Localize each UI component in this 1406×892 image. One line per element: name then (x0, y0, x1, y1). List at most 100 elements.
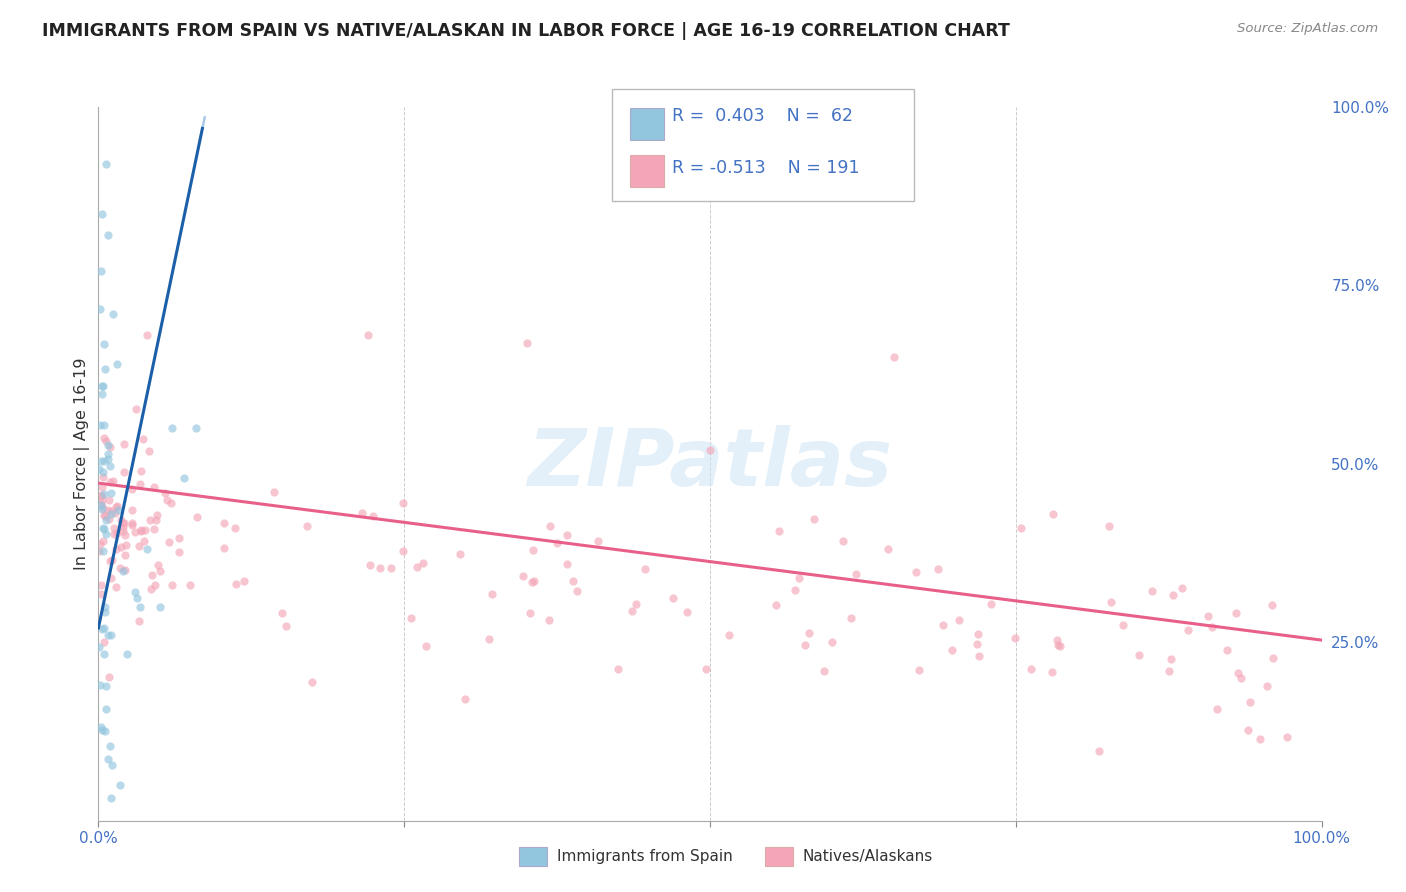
Point (98, 669, 121, 683)
Point (143, 522, 166, 536)
Point (1230, 671, 1253, 685)
Point (522, 543, 544, 558)
Point (821, 634, 844, 648)
Point (454, 691, 477, 706)
Text: Immigrants from Spain: Immigrants from Spain (557, 849, 733, 863)
Y-axis label: In Labor Force | Age 16-19: In Labor Force | Age 16-19 (75, 358, 90, 570)
Point (100, 628, 122, 642)
Point (141, 568, 163, 582)
Point (1010, 521, 1032, 535)
Point (90, 479, 112, 493)
Point (1197, 609, 1219, 624)
Point (1087, 744, 1109, 758)
Point (112, 519, 135, 533)
Point (90, 487, 112, 501)
Point (97, 628, 120, 642)
Point (1171, 581, 1194, 595)
Point (224, 521, 246, 535)
Point (138, 443, 160, 458)
Point (89, 640, 111, 654)
Point (89, 417, 111, 432)
Point (111, 516, 134, 531)
Point (89, 678, 111, 692)
Point (167, 544, 190, 558)
Point (877, 541, 900, 556)
Point (522, 574, 544, 589)
Point (105, 542, 128, 557)
Point (352, 506, 374, 520)
Point (128, 614, 150, 628)
Point (139, 513, 162, 527)
Point (695, 663, 717, 677)
Point (129, 524, 152, 539)
Point (356, 328, 378, 343)
Point (1163, 588, 1185, 602)
Point (93, 635, 115, 649)
Point (100, 791, 122, 805)
Point (105, 526, 128, 541)
Point (94, 157, 117, 171)
Point (803, 511, 825, 525)
Point (112, 516, 135, 530)
Point (179, 578, 201, 592)
Point (1261, 598, 1284, 612)
Point (1236, 723, 1258, 738)
Point (101, 307, 124, 321)
Point (1177, 623, 1199, 637)
Point (1128, 648, 1150, 662)
Point (675, 605, 697, 619)
Point (149, 599, 172, 614)
Point (699, 442, 721, 457)
Point (555, 528, 578, 542)
Point (90, 264, 112, 278)
Point (105, 357, 128, 371)
Point (1140, 584, 1163, 599)
Point (94, 513, 117, 527)
Point (93, 432, 115, 446)
Point (121, 518, 143, 533)
Point (93, 453, 115, 467)
Point (94, 362, 117, 376)
Point (586, 533, 609, 548)
Point (845, 566, 868, 581)
Point (128, 540, 150, 554)
Point (90, 723, 112, 737)
Point (368, 561, 391, 575)
Point (1042, 507, 1064, 521)
Point (546, 536, 568, 550)
Point (143, 577, 166, 591)
Point (149, 564, 172, 578)
Point (768, 524, 790, 538)
Point (225, 577, 247, 591)
Point (1159, 664, 1181, 678)
Point (136, 542, 159, 557)
Point (125, 401, 148, 416)
Point (128, 477, 150, 491)
Point (100, 571, 122, 585)
Point (97, 751, 120, 765)
Point (519, 606, 541, 620)
Point (274, 619, 297, 633)
Point (145, 513, 167, 527)
Point (523, 574, 546, 588)
Point (941, 642, 963, 657)
Point (104, 506, 127, 520)
Point (966, 637, 988, 651)
Point (634, 562, 657, 576)
Point (449, 548, 471, 562)
Text: Natives/Alaskans: Natives/Alaskans (803, 849, 934, 863)
Point (129, 465, 152, 479)
Point (134, 523, 156, 537)
Point (114, 528, 136, 542)
Point (121, 482, 143, 496)
Point (1098, 519, 1121, 533)
Point (91, 465, 114, 479)
Point (89, 537, 111, 551)
Point (129, 523, 152, 537)
Point (100, 504, 122, 518)
Point (103, 521, 125, 535)
Point (160, 578, 183, 592)
Point (1049, 639, 1071, 653)
Point (91, 502, 114, 516)
Point (97, 512, 120, 526)
